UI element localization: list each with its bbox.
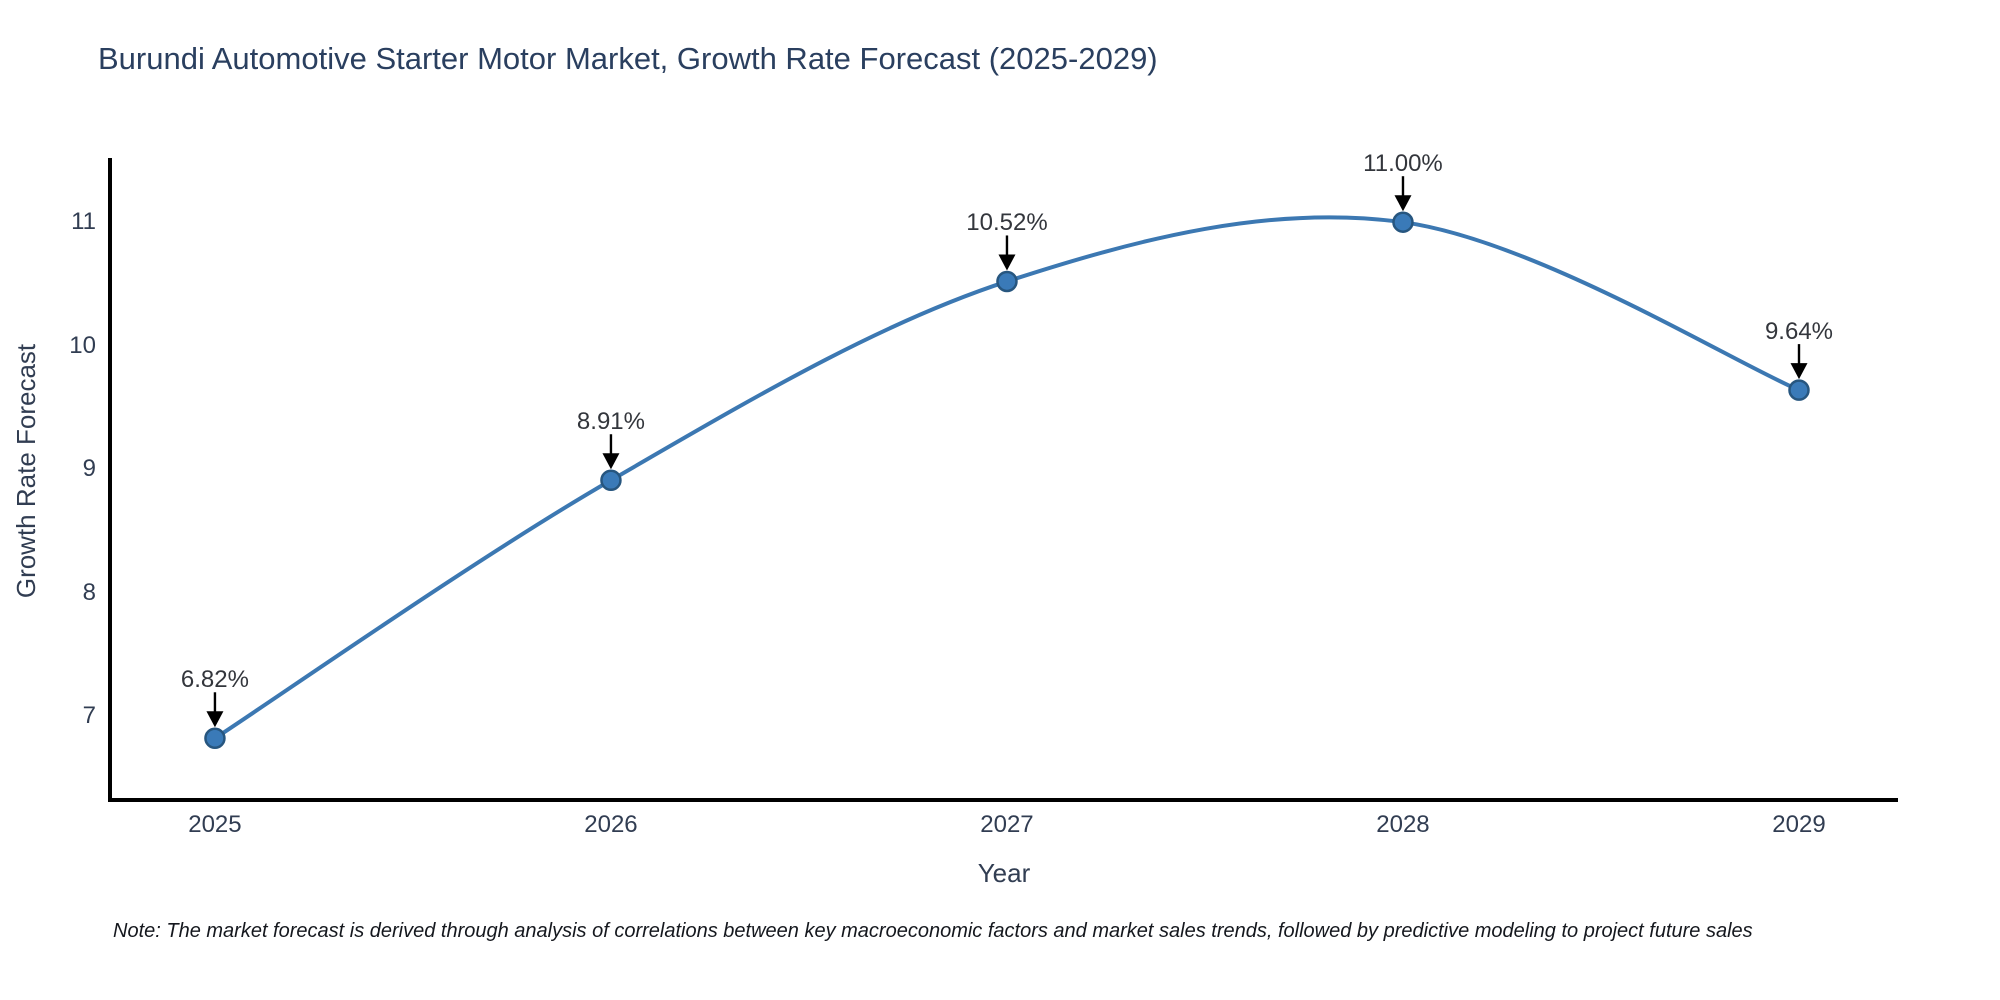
data-point-marker [1392, 211, 1414, 233]
x-tick-label: 2027 [980, 811, 1034, 838]
y-tick-label: 8 [82, 578, 96, 606]
x-tick-label: 2025 [188, 811, 242, 838]
y-axis-title: Growth Rate Forecast [11, 343, 41, 599]
data-point-marker [204, 727, 226, 750]
annotation-label: 9.64% [1764, 318, 1834, 346]
annotation-label: 11.00% [1363, 150, 1443, 178]
x-tick-label: 2026 [584, 811, 638, 838]
annotation-arrow-head [602, 453, 620, 470]
annotation-arrow-head [1394, 195, 1412, 212]
y-tick-label: 10 [69, 331, 96, 359]
annotation-arrow-head [206, 711, 224, 728]
x-axis-title: Year [977, 858, 1031, 888]
y-tick-label: 9 [82, 455, 96, 483]
annotation-label: 8.91% [576, 408, 645, 436]
annotation-label: 6.82% [180, 666, 249, 694]
y-tick-label: 7 [82, 702, 96, 730]
chart-title: Burundi Automotive Starter Motor Market,… [98, 41, 1158, 76]
data-point-marker [1788, 379, 1810, 401]
y-tick-label: 11 [71, 208, 96, 236]
footnote: Note: The market forecast is derived thr… [113, 920, 1753, 942]
forecast-line [212, 215, 1801, 741]
annotation-arrow-head [1790, 363, 1808, 380]
x-tick-label: 2029 [1772, 811, 1826, 838]
data-point-marker [600, 469, 622, 491]
annotation-arrow-head [998, 254, 1016, 271]
annotation-label: 10.52% [966, 209, 1048, 237]
x-tick-label: 2028 [1376, 811, 1430, 838]
data-point-marker [996, 270, 1018, 293]
